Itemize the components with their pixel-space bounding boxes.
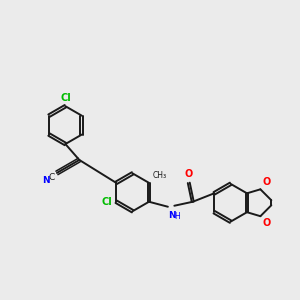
Text: O: O xyxy=(184,169,193,179)
Text: CH₃: CH₃ xyxy=(152,171,167,180)
Text: N: N xyxy=(168,211,176,220)
Text: O: O xyxy=(262,177,271,187)
Text: N: N xyxy=(42,176,50,185)
Text: C: C xyxy=(49,173,55,182)
Text: H: H xyxy=(174,212,180,221)
Text: Cl: Cl xyxy=(60,93,71,103)
Text: O: O xyxy=(262,218,271,228)
Text: Cl: Cl xyxy=(102,197,113,207)
